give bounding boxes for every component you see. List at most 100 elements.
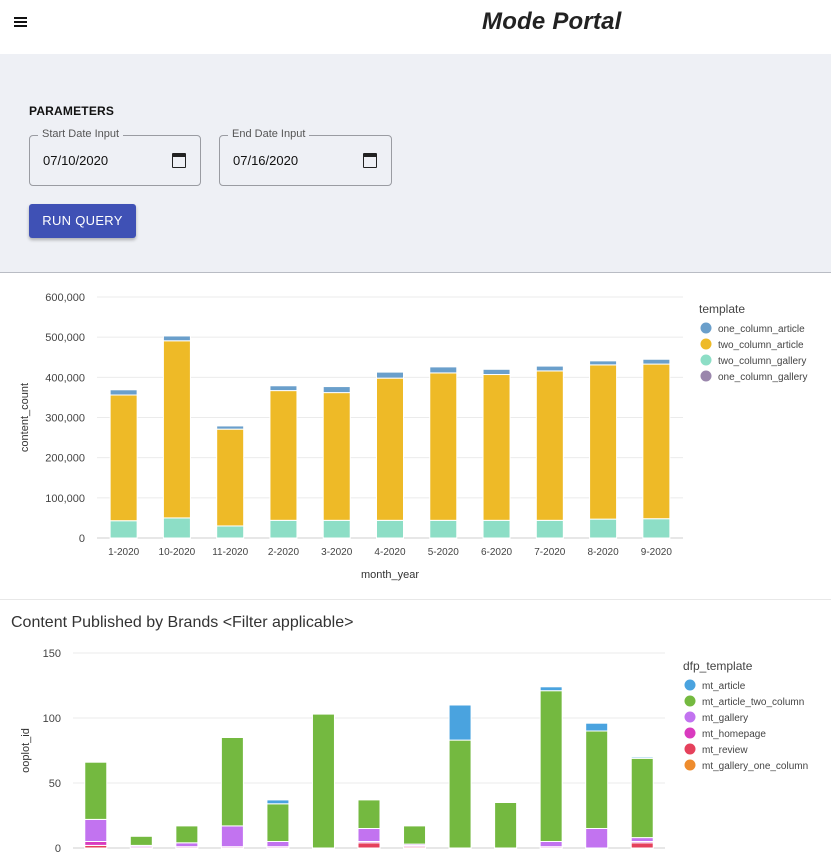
x-tick-label: 4-2020	[374, 547, 406, 558]
bar-segment-mt_article_two_column	[494, 802, 518, 849]
bar-segment-mt_gallery	[630, 837, 654, 843]
y-tick-label: 100,000	[45, 493, 85, 505]
legend-marker	[684, 727, 696, 739]
legend-marker	[684, 695, 696, 707]
bar-segment-mt_article	[630, 756, 654, 759]
end-date-value[interactable]: 07/16/2020	[233, 153, 299, 168]
bar-segment-two_column_gallery	[269, 519, 298, 539]
bar-segment-mt_article	[539, 686, 563, 692]
bar-segment-mt_article_two_column	[220, 737, 244, 827]
bar-segment-two_column_gallery	[162, 517, 191, 539]
legend-label: mt_gallery_one_column	[702, 761, 808, 772]
bar-segment-one_column_article	[269, 385, 298, 392]
y-tick-label: 0	[79, 533, 85, 545]
legend-label: mt_review	[702, 745, 748, 756]
bar-segment-mt_gallery	[84, 818, 108, 842]
section-divider	[0, 599, 831, 600]
x-tick-label: 8-2020	[588, 547, 620, 558]
bar-segment-two_column_gallery	[589, 518, 618, 539]
legend-marker	[700, 338, 712, 350]
bar-segment-mt_article_two_column	[630, 757, 654, 839]
bar-segment-two_column_article	[216, 428, 245, 527]
bar-segment-one_column_article	[216, 425, 245, 430]
bar-segment-two_column_gallery	[535, 519, 564, 539]
bar-segment-mt_article_two_column	[403, 825, 427, 845]
x-tick-label: 9-2020	[641, 547, 673, 558]
x-axis-label: month_year	[361, 569, 419, 581]
chart-title: Content Published by Brands <Filter appl…	[11, 614, 354, 631]
y-axis-label: ooplot_id	[20, 728, 32, 773]
bar-segment-two_column_gallery	[642, 518, 671, 539]
legend-label: mt_homepage	[702, 729, 766, 740]
x-tick-label: 7-2020	[534, 547, 566, 558]
bar-segment-mt_gallery	[539, 841, 563, 848]
bar-segment-two_column_article	[269, 390, 298, 521]
legend-marker	[684, 743, 696, 755]
bar-segment-one_column_article	[589, 360, 618, 366]
legend-marker	[700, 322, 712, 334]
bar-segment-two_column_gallery	[376, 519, 404, 539]
start-date-field[interactable]: Start Date Input 07/10/2020	[29, 128, 201, 186]
app-title: Mode Portal	[482, 8, 622, 35]
start-date-label: Start Date Input	[38, 128, 124, 140]
end-date-label: End Date Input	[228, 128, 310, 140]
x-tick-label: 10-2020	[159, 547, 196, 558]
bar-segment-mt_article_two_column	[175, 825, 199, 844]
x-tick-label: 5-2020	[428, 547, 460, 558]
bar-segment-mt_article	[266, 799, 290, 805]
y-tick-label: 200,000	[45, 453, 85, 465]
bar-segment-mt_gallery	[585, 828, 609, 849]
top-app-bar: Mode Portal	[0, 0, 831, 54]
bar-segment-two_column_article	[429, 372, 458, 521]
legend-marker	[684, 679, 696, 691]
y-axis-label: content_count	[19, 383, 31, 452]
bar-segment-mt_gallery	[175, 842, 199, 848]
bar-segment-mt_homepage	[84, 841, 108, 846]
legend-title: template	[699, 302, 745, 316]
y-tick-label: 500,000	[45, 332, 85, 344]
legend-label: two_column_gallery	[718, 356, 806, 367]
bar-segment-one_column_article	[642, 358, 671, 365]
end-date-field[interactable]: End Date Input 07/16/2020	[219, 128, 392, 186]
bar-segment-two_column_article	[109, 394, 138, 522]
bar-segment-mt_article_two_column	[448, 739, 472, 849]
bar-segment-mt_article_two_column	[129, 835, 153, 846]
bar-segment-two_column_article	[322, 392, 351, 521]
x-tick-label: 2-2020	[268, 547, 300, 558]
legend-label: mt_article_two_column	[702, 697, 804, 708]
hamburger-menu-icon[interactable]	[13, 14, 29, 30]
legend-marker	[684, 711, 696, 723]
bar-segment-two_column_article	[376, 377, 404, 521]
start-date-value[interactable]: 07/10/2020	[43, 153, 109, 168]
bar-segment-mt_article_two_column	[266, 803, 290, 843]
parameters-panel: PARAMETERS Start Date Input 07/10/2020 E…	[0, 54, 831, 273]
legend-marker	[700, 354, 712, 366]
bar-segment-two_column_gallery	[429, 519, 458, 539]
bar-segment-one_column_article	[162, 335, 191, 342]
run-query-button[interactable]: RUN QUERY	[29, 204, 136, 238]
calendar-icon[interactable]	[363, 153, 377, 168]
bar-segment-two_column_gallery	[482, 519, 511, 539]
bar-segment-mt_article_two_column	[539, 690, 563, 843]
bar-segment-one_column_article	[322, 386, 351, 394]
bar-segment-mt_article_two_column	[357, 799, 381, 829]
x-tick-label: 3-2020	[321, 547, 353, 558]
bar-segment-mt_review	[357, 842, 381, 849]
y-tick-label: 0	[55, 843, 61, 855]
bar-segment-one_column_article	[429, 366, 458, 374]
y-tick-label: 400,000	[45, 372, 85, 384]
bar-segment-one_column_article	[482, 368, 511, 376]
legend-title: dfp_template	[683, 659, 753, 673]
bar-segment-two_column_gallery	[216, 525, 245, 539]
y-tick-label: 150	[43, 648, 61, 660]
bar-segment-mt_article_two_column	[585, 730, 609, 829]
y-tick-label: 50	[49, 778, 61, 790]
content-count-chart: 0 100,000 200,000 300,000 400,000 500,000 600,…	[19, 292, 808, 581]
bar-segment-mt_article_two_column	[84, 761, 108, 820]
bar-segment-two_column_article	[642, 363, 671, 520]
x-tick-label: 1-2020	[108, 547, 140, 558]
calendar-icon[interactable]	[172, 153, 186, 168]
parameters-heading: PARAMETERS	[29, 104, 115, 118]
x-tick-label: 11-2020	[212, 547, 248, 558]
legend-label: mt_gallery	[702, 713, 748, 724]
